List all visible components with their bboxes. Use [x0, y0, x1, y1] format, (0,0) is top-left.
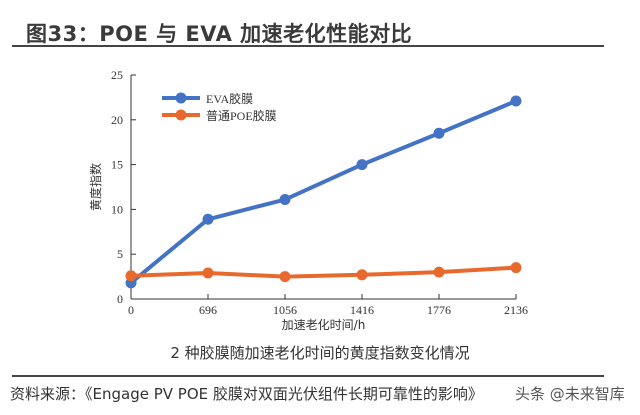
data-point-1 [279, 271, 291, 283]
data-point-1 [356, 269, 368, 281]
legend-label-0: EVA胶膜 [206, 91, 253, 106]
source-divider [12, 375, 604, 377]
series-line-0 [129, 99, 517, 285]
y-tick-label: 5 [117, 247, 123, 261]
data-point-1 [125, 270, 137, 282]
data-point-0 [202, 213, 214, 225]
data-point-1 [202, 267, 214, 279]
data-point-0 [279, 194, 291, 206]
x-tick-label: 1416 [350, 303, 374, 317]
x-tick-label: 1056 [273, 303, 297, 317]
x-tick-label: 2136 [504, 303, 528, 317]
y-tick-label: 20 [111, 113, 123, 127]
data-point-0 [433, 127, 445, 139]
legend-marker-1 [175, 109, 187, 121]
legend-marker-0 [175, 92, 187, 104]
figure-title: 图33：POE 与 EVA 加速老化性能对比 [26, 22, 413, 46]
data-point-1 [510, 262, 522, 274]
source-note: 资料来源：《Engage PV POE 胶膜对双面光伏组件长期可靠性的影响》 [10, 385, 483, 403]
y-tick-label: 0 [117, 292, 123, 306]
x-tick-label: 1776 [427, 303, 451, 317]
y-tick-label: 15 [111, 158, 123, 172]
data-point-0 [510, 95, 522, 107]
x-tick-label: 696 [199, 303, 217, 317]
line-chart: 0 5 10 15 20 25 0 696 1056 1416 1776 2136 加速老化时间/h 黄度… [88, 68, 528, 332]
y-tick-label: 10 [111, 202, 123, 216]
x-axis-label: 加速老化时间/h [282, 318, 366, 332]
watermark: 头条 @未来智库 [515, 383, 625, 404]
x-tick-label: 0 [128, 303, 134, 317]
data-point-0 [356, 159, 368, 171]
series-line-1 [130, 265, 517, 279]
data-point-1 [433, 266, 445, 278]
title-divider [12, 45, 604, 47]
legend-label-1: 普通POE胶膜 [206, 108, 277, 123]
y-axis-label: 黄度指数 [88, 163, 103, 211]
y-tick-label: 25 [111, 68, 123, 82]
chart-caption: 2 种胶膜随加速老化时间的黄度指数变化情况 [170, 344, 470, 362]
